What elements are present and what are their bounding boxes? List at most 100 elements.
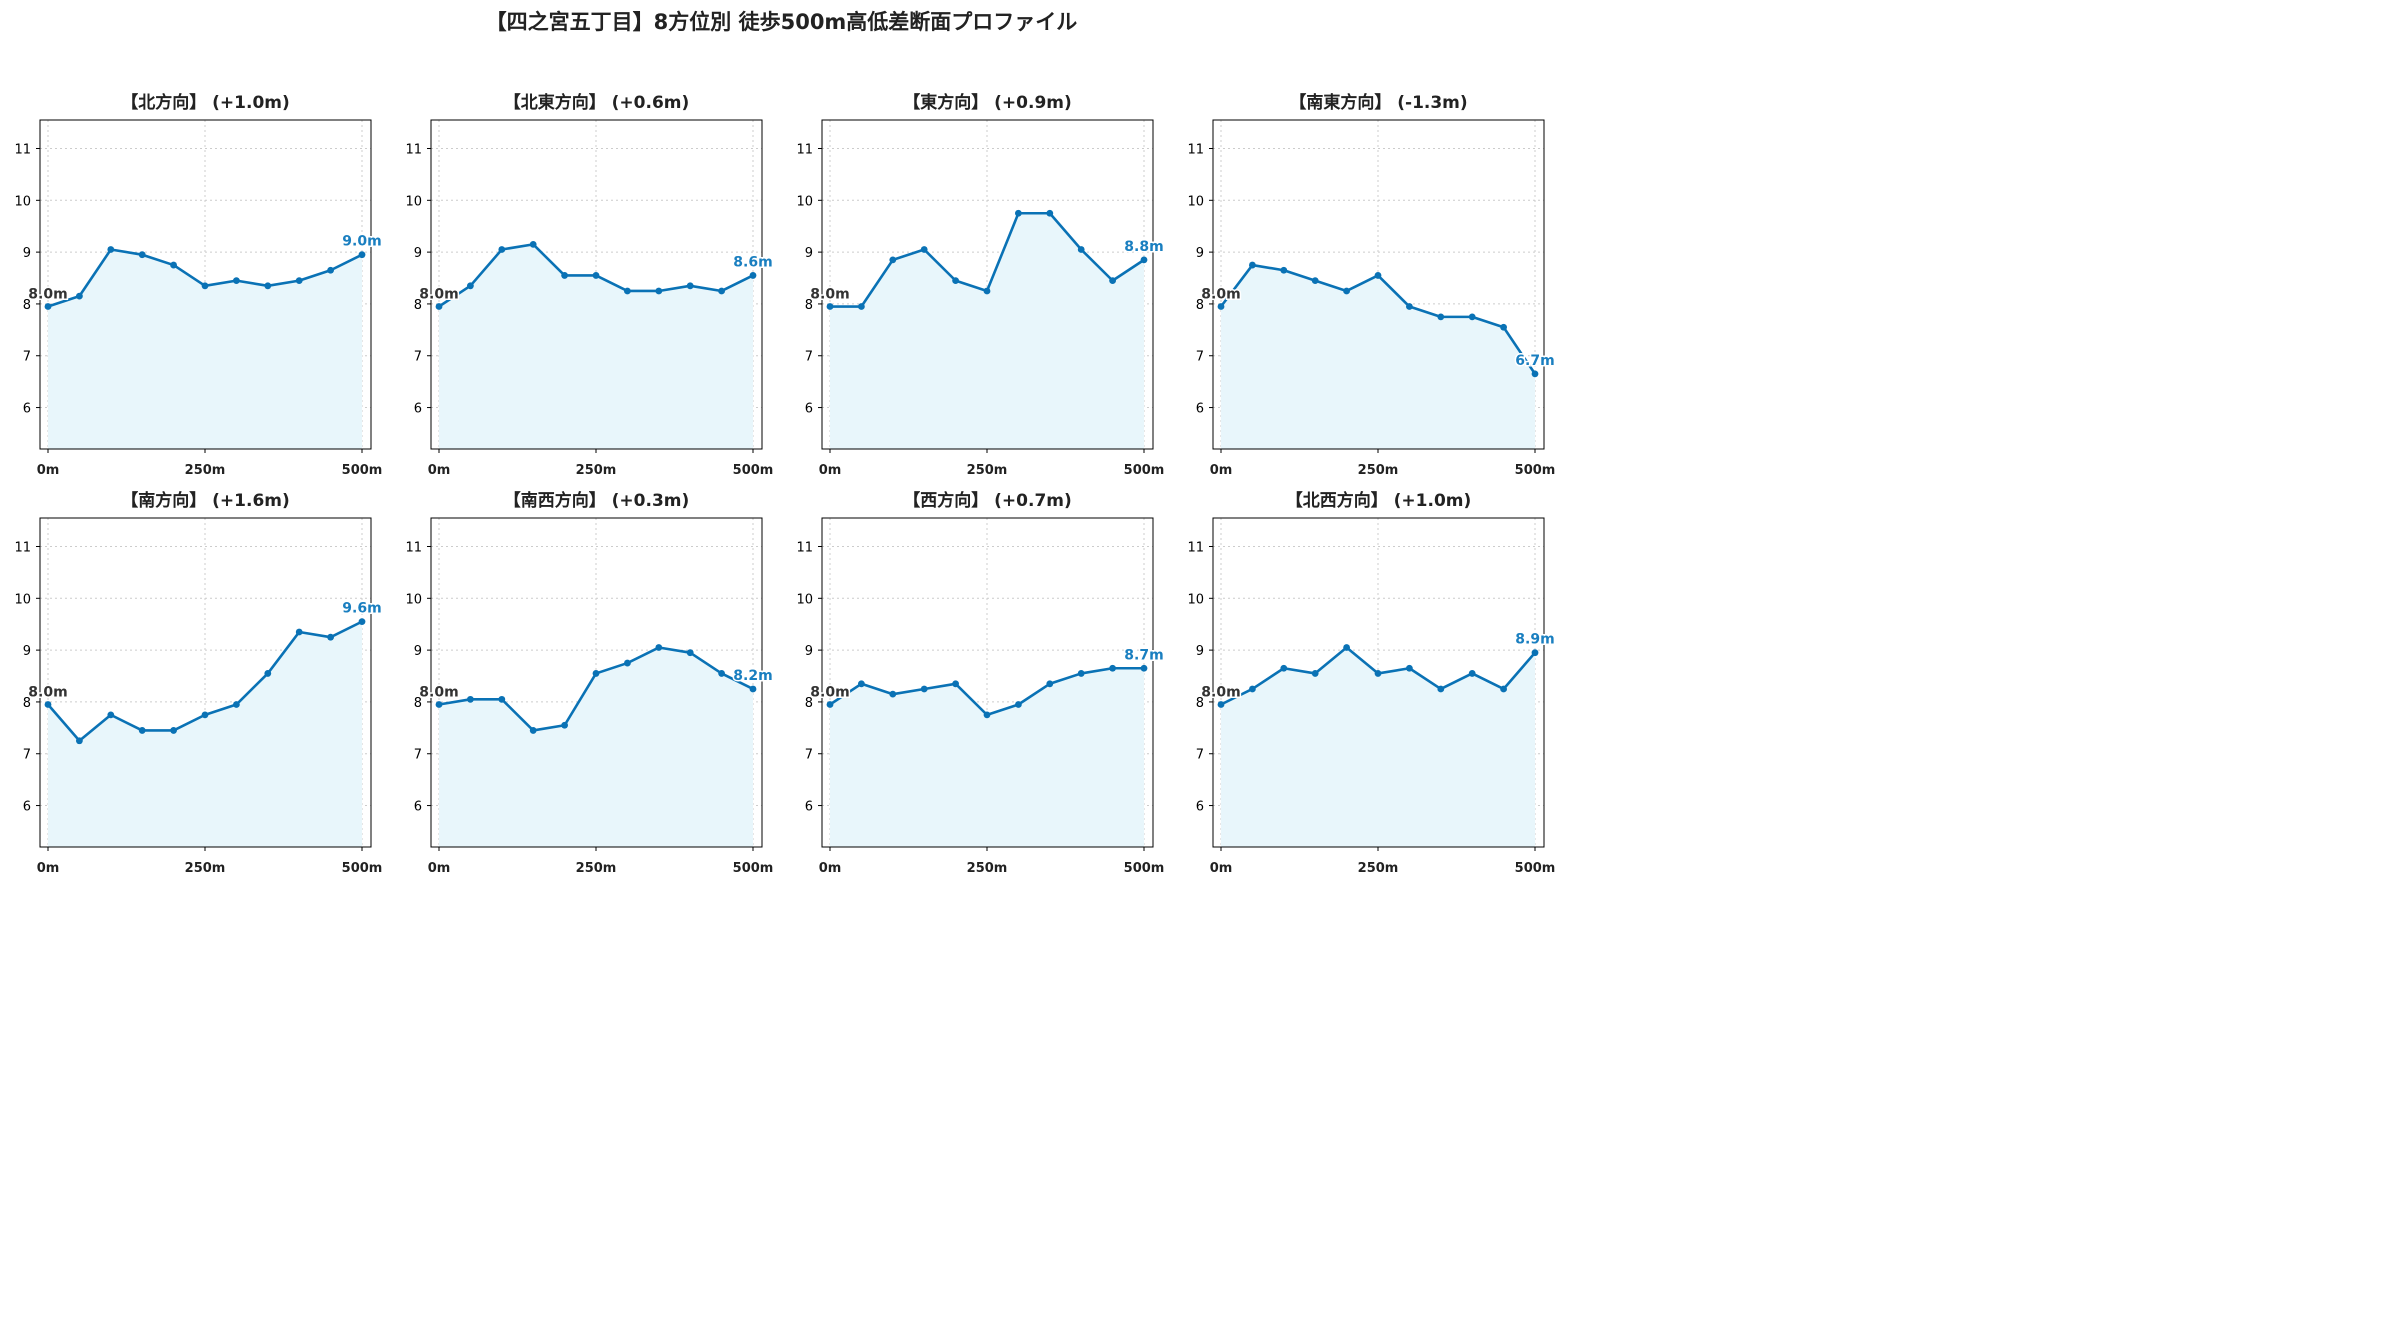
data-point <box>201 711 209 719</box>
data-point <box>327 266 334 274</box>
data-point <box>44 701 52 708</box>
data-point <box>718 287 725 295</box>
data-point <box>435 303 443 310</box>
data-point <box>170 727 178 734</box>
end-value-label: 6.7m <box>1515 353 1554 369</box>
data-point <box>1311 277 1319 285</box>
y-tick-label: 11 <box>405 142 422 157</box>
y-tick-label: 8 <box>23 298 31 313</box>
x-tick-label: 0m <box>428 861 451 876</box>
y-tick-label: 8 <box>23 696 31 711</box>
data-point <box>920 685 928 693</box>
data-point <box>1015 209 1022 217</box>
chart-panel: 6 7 8 9 10 11 0m 250m 500m 【北西方向】 (+1.0m) 8.0m 8.9m <box>1187 490 1556 876</box>
x-tick-label: 0m <box>37 463 60 478</box>
x-tick-label: 500m <box>733 861 774 876</box>
panel-title: 【南方向】 (+1.6m) <box>121 490 290 511</box>
x-tick-label: 500m <box>342 861 383 876</box>
data-point <box>1500 323 1507 331</box>
panel-title: 【南西方向】 (+0.3m) <box>504 490 690 511</box>
data-point <box>1500 685 1507 693</box>
y-tick-label: 8 <box>805 696 813 711</box>
data-point <box>1531 649 1539 657</box>
data-point <box>1217 701 1225 708</box>
data-point <box>529 240 537 248</box>
data-point <box>826 701 834 708</box>
chart-panel: 6 7 8 9 10 11 0m 250m 500m 【西方向】 (+0.7m) 8.0m 8.7m <box>796 490 1165 876</box>
panel-title: 【北東方向】 (+0.6m) <box>504 92 690 113</box>
data-point <box>1280 266 1288 274</box>
data-point <box>1374 670 1382 677</box>
chart-panel: 6 7 8 9 10 11 0m 250m 500m 【北方向】 (+1.0m) 8.0m 9.0m <box>14 92 383 478</box>
y-tick-label: 8 <box>805 298 813 313</box>
data-point <box>1437 685 1445 693</box>
x-tick-label: 0m <box>428 463 451 478</box>
panel-title: 【北西方向】 (+1.0m) <box>1286 490 1472 511</box>
end-value-label: 8.2m <box>733 668 772 684</box>
data-point <box>358 251 366 259</box>
y-tick-label: 7 <box>805 350 813 365</box>
y-tick-label: 9 <box>805 644 813 659</box>
data-point <box>655 287 663 295</box>
y-tick-label: 7 <box>23 748 31 763</box>
data-point <box>749 272 757 279</box>
x-tick-label: 0m <box>819 861 842 876</box>
y-tick-label: 9 <box>1196 246 1204 261</box>
data-point <box>1249 685 1256 693</box>
data-point <box>264 670 272 677</box>
data-point <box>858 680 865 688</box>
data-point <box>107 711 115 719</box>
x-tick-label: 250m <box>576 463 617 478</box>
x-tick-label: 250m <box>576 861 617 876</box>
data-point <box>592 272 600 279</box>
data-point <box>889 256 897 264</box>
panel-title: 【西方向】 (+0.7m) <box>903 490 1072 511</box>
data-point <box>76 292 83 300</box>
data-point <box>295 277 303 285</box>
data-point <box>1077 670 1085 677</box>
data-point <box>1531 370 1539 378</box>
y-tick-label: 7 <box>1196 350 1204 365</box>
area-fill <box>48 249 362 449</box>
x-tick-label: 250m <box>967 861 1008 876</box>
data-point <box>952 680 959 688</box>
y-tick-label: 6 <box>805 800 813 815</box>
data-point <box>686 282 694 290</box>
y-tick-label: 9 <box>23 644 31 659</box>
data-point <box>1077 246 1085 253</box>
chart-panel: 6 7 8 9 10 11 0m 250m 500m 【南東方向】 (-1.3m) 8.0m 6.7m <box>1187 92 1556 478</box>
x-tick-label: 250m <box>1358 463 1399 478</box>
data-point <box>1437 313 1445 321</box>
y-tick-label: 9 <box>414 644 422 659</box>
chart-panel: 6 7 8 9 10 11 0m 250m 500m 【北東方向】 (+0.6m) 8.0m 8.6m <box>405 92 774 478</box>
start-value-label: 8.0m <box>1201 287 1240 303</box>
data-point <box>201 282 209 290</box>
data-point <box>561 721 568 729</box>
data-point <box>1311 670 1319 677</box>
y-tick-label: 11 <box>14 142 31 157</box>
data-point <box>170 261 178 269</box>
y-tick-label: 10 <box>796 592 813 607</box>
data-point <box>1406 664 1413 672</box>
data-point <box>826 303 834 310</box>
y-tick-label: 8 <box>1196 696 1204 711</box>
data-point <box>1374 272 1382 279</box>
panel-title: 【北方向】 (+1.0m) <box>121 92 290 113</box>
data-point <box>749 685 757 693</box>
data-point <box>624 659 631 667</box>
x-tick-label: 500m <box>1515 861 1556 876</box>
x-tick-label: 500m <box>733 463 774 478</box>
data-point <box>1140 256 1148 264</box>
data-point <box>467 282 474 290</box>
panel-title: 【南東方向】 (-1.3m) <box>1289 92 1467 113</box>
x-tick-label: 500m <box>342 463 383 478</box>
y-tick-label: 7 <box>414 350 422 365</box>
y-tick-label: 7 <box>414 748 422 763</box>
data-point <box>529 727 537 734</box>
data-point <box>952 277 959 285</box>
data-point <box>686 649 694 657</box>
y-tick-label: 9 <box>23 246 31 261</box>
data-point <box>983 711 991 719</box>
y-tick-label: 6 <box>1196 800 1204 815</box>
